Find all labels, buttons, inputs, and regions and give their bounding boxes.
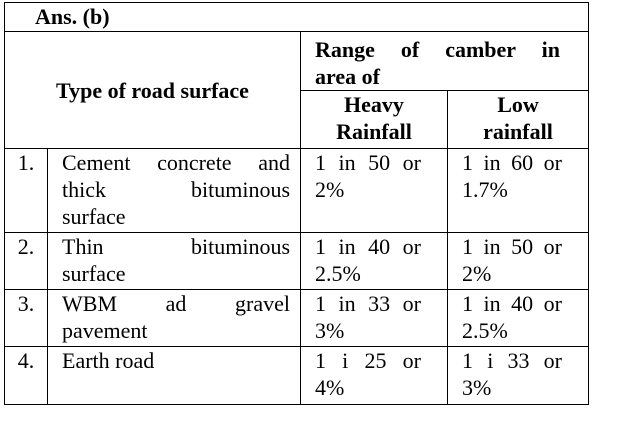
range-header: Range of camber in area of [299, 31, 590, 91]
heavy-rainfall-value: 1 in 33 or 3% [300, 289, 448, 347]
road-type: Earth road [47, 346, 301, 405]
heavy-rainfall-value: 1 in 50 or 2% [300, 148, 448, 233]
road-type: Thin bituminous surface [47, 232, 301, 290]
heavy-rainfall-value: 1 in 40 or 2.5% [300, 232, 448, 290]
heavy-rainfall-header: Heavy Rainfall [300, 90, 448, 149]
road-type: WBM ad gravel pavement [47, 289, 301, 347]
camber-table: Ans. (b) Type of road surface Range of c… [3, 2, 590, 405]
row-number: 4. [4, 346, 48, 405]
low-rainfall-header: Low rainfall [446, 90, 590, 149]
road-type: Cement concrete and thick bituminous sur… [47, 148, 301, 233]
type-header: Type of road surface [4, 31, 301, 149]
table-row: 2. Thin bituminous surface 1 in 40 or 2.… [4, 232, 590, 290]
table-row: 1. Cement concrete and thick bituminous … [4, 148, 590, 233]
low-rainfall-value: 1 in 40 or 2.5% [446, 289, 590, 347]
table-row: 4. Earth road 1 i 25 or 4% 1 i 33 or 3% [4, 346, 590, 405]
low-rainfall-value: 1 i 33 or 3% [446, 346, 590, 405]
low-rainfall-value: 1 in 50 or 2% [446, 232, 590, 290]
answer-title: Ans. (b) [3, 2, 590, 32]
table-row: 3. WBM ad gravel pavement 1 in 33 or 3% … [4, 289, 590, 347]
row-number: 1. [4, 148, 48, 233]
heavy-rainfall-value: 1 i 25 or 4% [300, 346, 448, 405]
low-rainfall-value: 1 in 60 or 1.7% [446, 148, 590, 233]
row-number: 3. [4, 289, 48, 347]
row-number: 2. [4, 232, 48, 290]
